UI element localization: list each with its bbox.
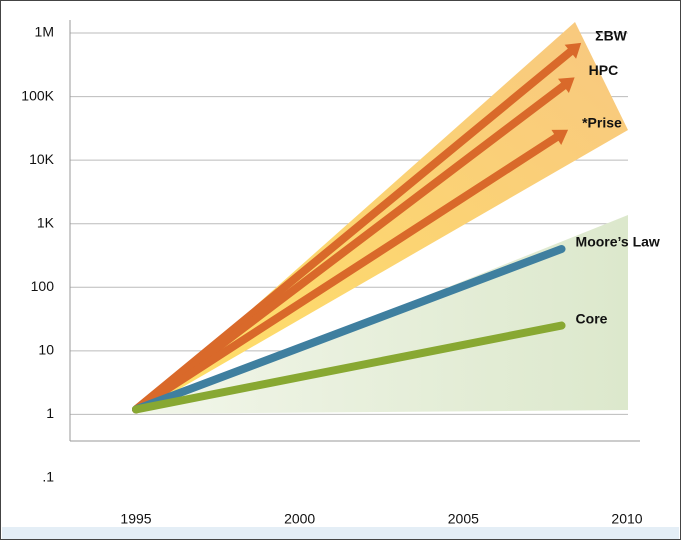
series-label: Core: [576, 310, 608, 326]
y-tick-label: 100: [31, 278, 55, 294]
x-tick-label: 2005: [448, 511, 479, 527]
footer-strip: [2, 527, 679, 539]
arrow-head: [564, 42, 582, 59]
y-tick-label: 10K: [29, 151, 55, 167]
y-tick-label: 100K: [21, 87, 54, 103]
y-tick-label: 1: [46, 405, 54, 421]
y-tick-label: 1K: [37, 214, 55, 230]
series-line: [132, 321, 566, 414]
series-label: ΣBW: [595, 28, 628, 44]
series-line: [132, 81, 568, 414]
y-tick-label: 10: [38, 342, 54, 358]
y-tick-label: 1M: [35, 24, 54, 40]
y-tick-label: .1: [42, 469, 54, 485]
arrow-head: [551, 129, 569, 145]
series-label: *Prise: [582, 115, 622, 131]
series-line: [132, 245, 566, 414]
x-tick-label: 2010: [611, 511, 642, 527]
plot-area: ΣBW HPC *Prise Moore’s Law Core: [132, 28, 660, 414]
series-label: Moore’s Law: [576, 234, 660, 250]
arrow-head: [558, 77, 575, 94]
x-tick-label: 1995: [120, 511, 151, 527]
series-line: [132, 133, 561, 414]
series-label: HPC: [589, 62, 619, 78]
x-tick-label: 2000: [284, 511, 315, 527]
